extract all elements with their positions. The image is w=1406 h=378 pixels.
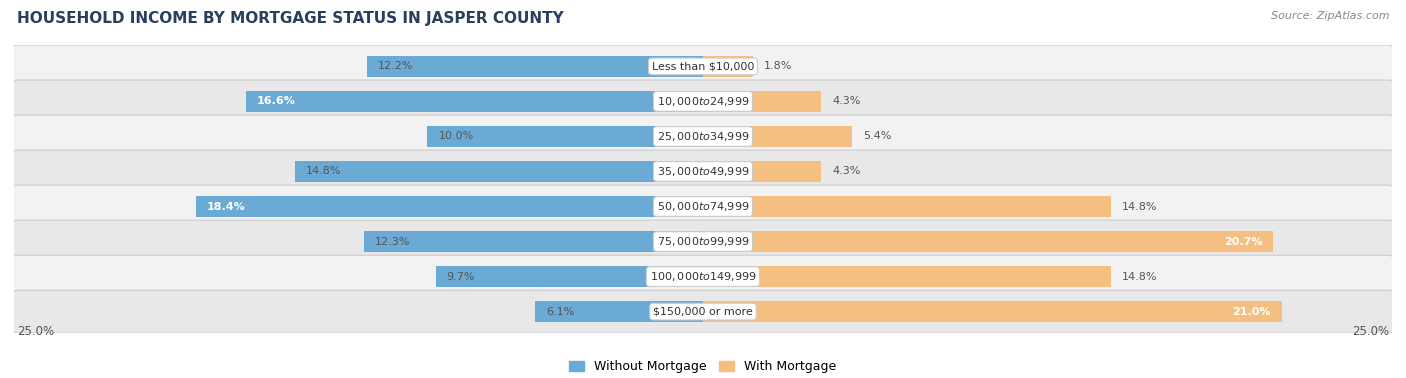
Text: 12.3%: 12.3% — [375, 237, 411, 246]
Text: 14.8%: 14.8% — [1122, 201, 1157, 212]
Text: $35,000 to $49,999: $35,000 to $49,999 — [657, 165, 749, 178]
Text: 4.3%: 4.3% — [832, 166, 860, 177]
Bar — [703, 56, 752, 77]
Bar — [703, 91, 821, 112]
Bar — [534, 301, 703, 322]
Bar — [364, 231, 703, 253]
FancyBboxPatch shape — [13, 255, 1393, 298]
Text: 25.0%: 25.0% — [1353, 325, 1389, 338]
FancyBboxPatch shape — [13, 80, 1393, 123]
Text: 25.0%: 25.0% — [17, 325, 53, 338]
Text: 18.4%: 18.4% — [207, 201, 246, 212]
Text: 4.3%: 4.3% — [832, 96, 860, 107]
FancyBboxPatch shape — [13, 115, 1393, 158]
Bar — [703, 301, 1282, 322]
Text: 20.7%: 20.7% — [1223, 237, 1263, 246]
Text: $25,000 to $34,999: $25,000 to $34,999 — [657, 130, 749, 143]
Text: 14.8%: 14.8% — [307, 166, 342, 177]
FancyBboxPatch shape — [13, 45, 1393, 88]
Bar — [436, 266, 703, 287]
FancyBboxPatch shape — [13, 185, 1393, 228]
Bar — [367, 56, 703, 77]
Text: 9.7%: 9.7% — [447, 271, 475, 282]
Text: Source: ZipAtlas.com: Source: ZipAtlas.com — [1271, 11, 1389, 21]
Text: 5.4%: 5.4% — [863, 132, 891, 141]
Bar — [703, 231, 1274, 253]
Text: HOUSEHOLD INCOME BY MORTGAGE STATUS IN JASPER COUNTY: HOUSEHOLD INCOME BY MORTGAGE STATUS IN J… — [17, 11, 564, 26]
Bar — [427, 125, 703, 147]
Text: 14.8%: 14.8% — [1122, 271, 1157, 282]
Bar — [703, 161, 821, 182]
Text: 6.1%: 6.1% — [546, 307, 574, 317]
Text: $100,000 to $149,999: $100,000 to $149,999 — [650, 270, 756, 283]
Bar — [703, 196, 1111, 217]
Bar — [246, 91, 703, 112]
FancyBboxPatch shape — [13, 150, 1393, 193]
Text: 12.2%: 12.2% — [378, 61, 413, 71]
Text: 10.0%: 10.0% — [439, 132, 474, 141]
Bar — [195, 196, 703, 217]
Text: $150,000 or more: $150,000 or more — [654, 307, 752, 317]
Legend: Without Mortgage, With Mortgage: Without Mortgage, With Mortgage — [564, 355, 842, 378]
Bar — [295, 161, 703, 182]
FancyBboxPatch shape — [13, 290, 1393, 333]
Text: 16.6%: 16.6% — [256, 96, 295, 107]
Text: Less than $10,000: Less than $10,000 — [652, 61, 754, 71]
Text: $50,000 to $74,999: $50,000 to $74,999 — [657, 200, 749, 213]
Text: $75,000 to $99,999: $75,000 to $99,999 — [657, 235, 749, 248]
Text: 1.8%: 1.8% — [763, 61, 792, 71]
Text: 21.0%: 21.0% — [1232, 307, 1271, 317]
FancyBboxPatch shape — [13, 220, 1393, 263]
Bar — [703, 125, 852, 147]
Bar — [703, 266, 1111, 287]
Text: $10,000 to $24,999: $10,000 to $24,999 — [657, 95, 749, 108]
